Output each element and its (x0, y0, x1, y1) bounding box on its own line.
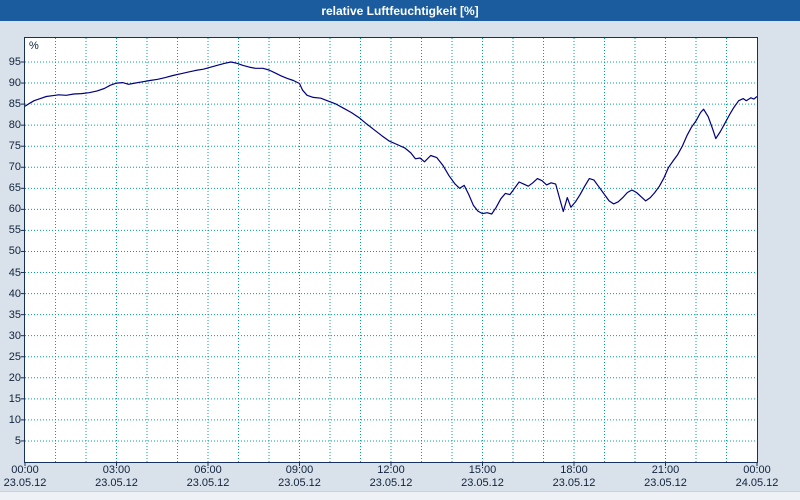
x-tick-date: 23.05.12 (369, 477, 413, 489)
x-tick-date: 23.05.12 (95, 477, 138, 489)
title-bar: relative Luftfeuchtigkeit [%] (0, 0, 800, 21)
y-tick-label: 20 (8, 371, 21, 384)
y-tick-label: 70 (8, 161, 21, 174)
x-tick-time: 18:00 (560, 464, 588, 476)
bottom-strip (0, 491, 800, 500)
x-tick-date: 24.05.12 (735, 477, 779, 489)
y-tick-label: 50 (8, 245, 21, 258)
y-tick-label: 65 (8, 182, 21, 195)
x-tick-label: 21:00 23.05.12 (634, 464, 698, 490)
humidity-chart (21, 38, 758, 466)
y-tick-label: 55 (8, 224, 21, 237)
y-tick-label: 75 (8, 140, 21, 153)
x-tick-time: 00:00 (743, 464, 771, 476)
x-tick-date: 23.05.12 (3, 477, 47, 489)
y-tick-label: 30 (8, 329, 21, 342)
x-tick-time: 06:00 (194, 464, 222, 476)
y-tick-label: 25 (8, 350, 21, 363)
x-tick-time: 15:00 (468, 464, 497, 476)
plot-area: % (21, 37, 758, 466)
x-tick-date: 23.05.12 (186, 477, 230, 489)
x-tick-date: 23.05.12 (644, 477, 687, 489)
x-tick-date: 23.05.12 (552, 477, 596, 489)
y-tick-label: 80 (8, 119, 21, 132)
y-tick-label: 90 (8, 77, 21, 90)
y-tick-label: 95 (8, 56, 21, 68)
x-tick-time: 09:00 (285, 464, 314, 476)
y-tick-label: 5 (14, 434, 21, 447)
x-tick-label: 00:00 23.05.12 (0, 464, 57, 490)
x-tick-time: 00:00 (11, 464, 39, 476)
x-tick-label: 03:00 23.05.12 (85, 464, 149, 490)
x-tick-label: 12:00 23.05.12 (359, 464, 423, 490)
x-tick-time: 21:00 (651, 464, 680, 476)
page-title: relative Luftfeuchtigkeit [%] (321, 3, 479, 18)
x-tick-label: 15:00 23.05.12 (451, 464, 515, 490)
x-tick-label: 18:00 23.05.12 (542, 464, 606, 490)
y-tick-label: 85 (8, 98, 21, 111)
y-axis-unit-label: % (29, 40, 39, 52)
y-tick-label: 45 (8, 266, 21, 279)
y-tick-label: 35 (8, 308, 21, 321)
x-tick-date: 23.05.12 (461, 477, 504, 489)
humidity-series-line (24, 61, 758, 215)
x-tick-date: 23.05.12 (278, 477, 321, 489)
y-tick-label: 60 (8, 203, 21, 216)
x-tick-label: 09:00 23.05.12 (268, 464, 332, 490)
x-tick-label: 00:00 24.05.12 (725, 464, 789, 490)
y-tick-label: 15 (8, 392, 21, 405)
x-tick-time: 03:00 (102, 464, 131, 476)
y-tick-label: 10 (8, 413, 21, 426)
x-tick-label: 06:00 23.05.12 (176, 464, 240, 490)
x-tick-time: 12:00 (377, 464, 405, 476)
y-tick-label: 40 (8, 287, 21, 300)
